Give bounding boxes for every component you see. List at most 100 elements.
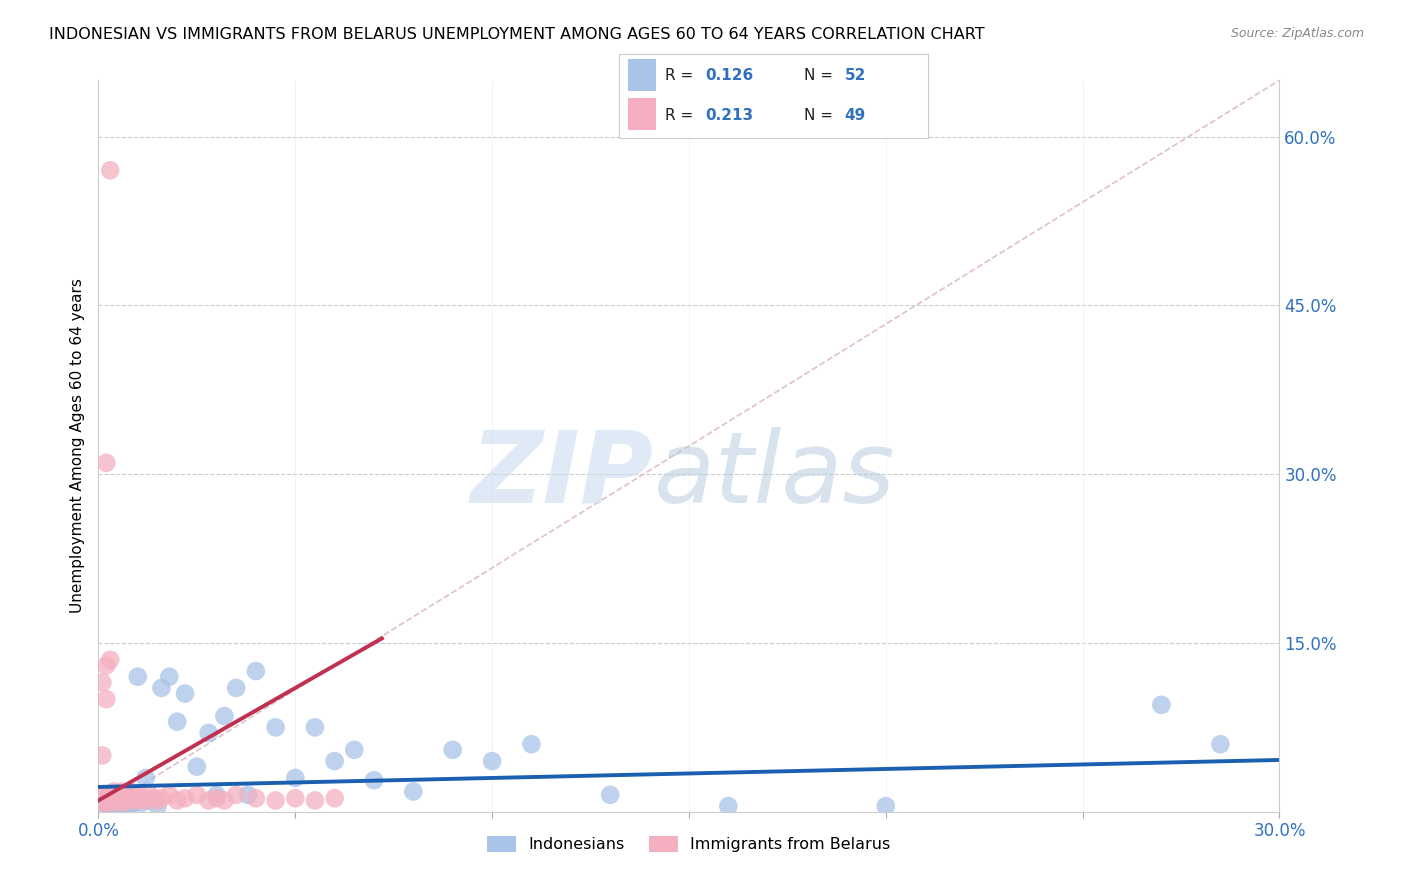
Point [127, 793, 149, 807]
Point [1150, 698, 1173, 712]
Point [138, 793, 160, 807]
Text: atlas: atlas [654, 426, 896, 524]
Point [323, 754, 346, 768]
Point [96, 692, 118, 706]
Text: 52: 52 [845, 68, 866, 83]
Point [441, 743, 464, 757]
Point [225, 788, 247, 802]
Point [87, 799, 110, 814]
Point [146, 799, 169, 814]
Point [264, 793, 287, 807]
Text: R =: R = [665, 68, 699, 83]
Point [91, 799, 114, 814]
Point [115, 793, 138, 807]
Point [96, 793, 118, 807]
Point [98, 799, 121, 814]
Text: N =: N = [804, 68, 838, 83]
Point [157, 670, 180, 684]
Point [717, 799, 740, 814]
Point [150, 791, 173, 805]
Point [111, 784, 134, 798]
Point [520, 737, 543, 751]
Text: 0.126: 0.126 [706, 68, 754, 83]
Point [98, 788, 121, 802]
Text: INDONESIAN VS IMMIGRANTS FROM BELARUS UNEMPLOYMENT AMONG AGES 60 TO 64 YEARS COR: INDONESIAN VS IMMIGRANTS FROM BELARUS UN… [49, 27, 984, 42]
Text: R =: R = [665, 108, 699, 123]
Point [98, 799, 121, 814]
Point [96, 456, 118, 470]
Point [115, 793, 138, 807]
Point [343, 743, 366, 757]
Point [138, 788, 160, 802]
Point [115, 799, 138, 814]
Point [127, 788, 149, 802]
Point [103, 784, 125, 798]
Point [304, 793, 326, 807]
Bar [628, 59, 655, 91]
Point [166, 793, 188, 807]
Point [115, 788, 138, 802]
Point [111, 791, 134, 805]
Point [214, 709, 236, 723]
Point [107, 799, 129, 814]
Point [225, 681, 247, 695]
Legend: Indonesians, Immigrants from Belarus: Indonesians, Immigrants from Belarus [481, 830, 897, 859]
Point [875, 799, 897, 814]
Point [98, 793, 121, 807]
Point [174, 791, 197, 805]
Point [186, 760, 208, 774]
Point [111, 793, 134, 807]
Point [107, 788, 129, 802]
Point [91, 793, 114, 807]
Point [96, 791, 118, 805]
Point [111, 799, 134, 814]
Point [236, 788, 259, 802]
Point [98, 796, 121, 810]
Point [107, 793, 129, 807]
Point [284, 771, 307, 785]
Point [1209, 737, 1232, 751]
Point [118, 793, 141, 807]
Text: N =: N = [804, 108, 838, 123]
Point [96, 793, 118, 807]
Point [91, 675, 114, 690]
Point [103, 796, 125, 810]
Point [150, 681, 173, 695]
Point [131, 791, 153, 805]
Point [96, 788, 118, 802]
Point [96, 658, 118, 673]
Point [98, 791, 121, 805]
Point [363, 773, 385, 788]
Point [122, 791, 145, 805]
Point [284, 791, 307, 805]
Point [186, 788, 208, 802]
Text: Source: ZipAtlas.com: Source: ZipAtlas.com [1230, 27, 1364, 40]
Point [98, 796, 121, 810]
Point [205, 788, 228, 802]
Point [98, 163, 121, 178]
Point [103, 799, 125, 814]
Point [103, 799, 125, 814]
Point [107, 793, 129, 807]
Text: ZIP: ZIP [471, 426, 654, 524]
Point [205, 791, 228, 805]
Point [91, 748, 114, 763]
Point [142, 791, 165, 805]
Point [197, 726, 219, 740]
Point [323, 791, 346, 805]
Point [135, 771, 157, 785]
Point [402, 784, 425, 798]
Point [197, 793, 219, 807]
Point [481, 754, 503, 768]
Point [245, 791, 267, 805]
Point [91, 788, 114, 802]
Point [135, 793, 157, 807]
Point [118, 799, 141, 814]
Point [96, 799, 118, 814]
Point [146, 793, 169, 807]
Y-axis label: Unemployment Among Ages 60 to 64 years: Unemployment Among Ages 60 to 64 years [69, 278, 84, 614]
Point [264, 720, 287, 734]
Point [122, 796, 145, 810]
Point [245, 664, 267, 678]
Point [103, 793, 125, 807]
